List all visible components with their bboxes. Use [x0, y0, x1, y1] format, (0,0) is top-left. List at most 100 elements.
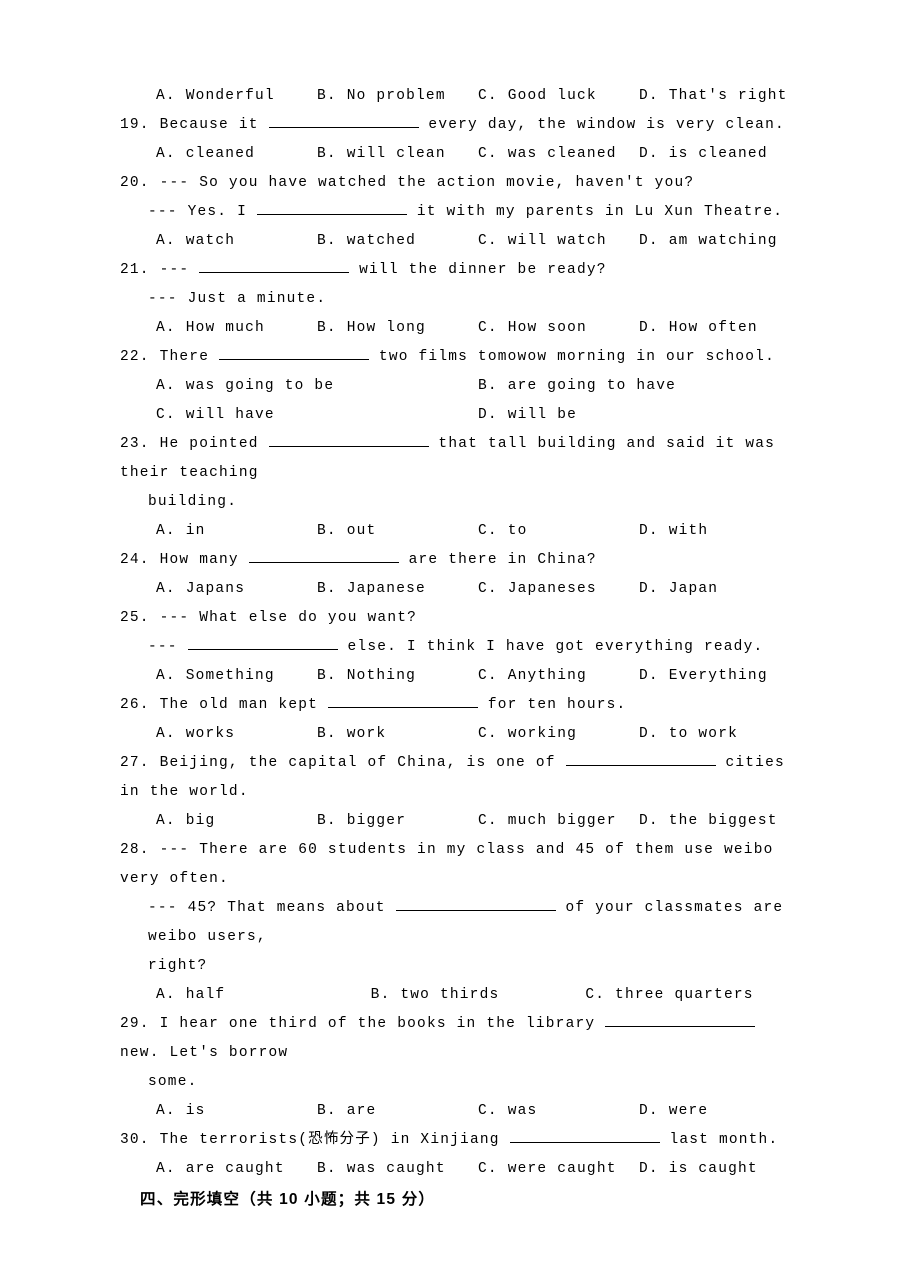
q27-stem-pre: 27. Beijing, the capital of China, is on… [120, 755, 566, 771]
option-a: A. Something [156, 662, 317, 691]
option-c: C. will watch [478, 227, 639, 256]
q28-options: A. half B. two thirds C. three quarters [120, 981, 800, 1010]
q28-cont-pre: --- 45? That means about [148, 900, 396, 916]
option-b: B. are going to have [478, 372, 800, 401]
option-d: D. is caught [639, 1155, 800, 1184]
q28-stem: 28. --- There are 60 students in my clas… [120, 836, 800, 894]
option-d: D. were [639, 1097, 800, 1126]
option-c: C. How soon [478, 314, 639, 343]
option-b: B. was caught [317, 1155, 478, 1184]
option-d: D. Japan [639, 575, 800, 604]
option-b: B. two thirds [371, 981, 586, 1010]
q24-stem-pre: 24. How many [120, 552, 249, 568]
q19-stem-post: every day, the window is very clean. [419, 117, 785, 133]
option-d: D. will be [478, 401, 800, 430]
option-b: B. work [317, 720, 478, 749]
q20-cont-post: it with my parents in Lu Xun Theatre. [407, 204, 783, 220]
blank [510, 1128, 660, 1144]
option-a: A. watch [156, 227, 317, 256]
option-b: B. Japanese [317, 575, 478, 604]
option-c: C. was [478, 1097, 639, 1126]
q26-options: A. works B. work C. working D. to work [120, 720, 800, 749]
blank [605, 1012, 755, 1028]
option-a: A. works [156, 720, 317, 749]
q30-stem: 30. The terrorists(恐怖分子) in Xinjiang las… [120, 1126, 800, 1155]
option-a: A. cleaned [156, 140, 317, 169]
blank [396, 896, 556, 912]
option-c: C. Good luck [478, 82, 639, 111]
option-a: A. big [156, 807, 317, 836]
option-a: A. is [156, 1097, 317, 1126]
option-c: C. working [478, 720, 639, 749]
q24-options: A. Japans B. Japanese C. Japaneses D. Ja… [120, 575, 800, 604]
option-d: D. the biggest [639, 807, 800, 836]
q20-cont-pre: --- Yes. I [148, 204, 257, 220]
blank [328, 693, 478, 709]
q21-stem: 21. --- will the dinner be ready? [120, 256, 800, 285]
q22-options-row1: A. was going to be B. are going to have [120, 372, 800, 401]
q19-options: A. cleaned B. will clean C. was cleaned … [120, 140, 800, 169]
q29-stem-pre: 29. I hear one third of the books in the… [120, 1016, 605, 1032]
option-d: D. Everything [639, 662, 800, 691]
q26-stem: 26. The old man kept for ten hours. [120, 691, 800, 720]
option-a: A. Wonderful [156, 82, 317, 111]
q22-stem: 22. There two films tomowow morning in o… [120, 343, 800, 372]
option-a: A. was going to be [156, 372, 478, 401]
q25-cont-post: else. I think I have got everything read… [338, 639, 764, 655]
q25-cont-pre: --- [148, 639, 188, 655]
q19-stem: 19. Because it every day, the window is … [120, 111, 800, 140]
option-a: A. are caught [156, 1155, 317, 1184]
blank [269, 432, 429, 448]
q25-cont: --- else. I think I have got everything … [120, 633, 800, 662]
blank [566, 751, 716, 767]
blank [269, 113, 419, 129]
option-c: C. much bigger [478, 807, 639, 836]
option-d: D. How often [639, 314, 800, 343]
q30-options: A. are caught B. was caught C. were caug… [120, 1155, 800, 1184]
q26-stem-post: for ten hours. [478, 697, 627, 713]
option-b: B. are [317, 1097, 478, 1126]
option-c: C. Anything [478, 662, 639, 691]
blank [188, 635, 338, 651]
option-d: D. to work [639, 720, 800, 749]
option-b: B. No problem [317, 82, 478, 111]
blank [257, 200, 407, 216]
q29-cont: some. [120, 1068, 800, 1097]
option-c: C. to [478, 517, 639, 546]
option-c: C. Japaneses [478, 575, 639, 604]
q29-options: A. is B. are C. was D. were [120, 1097, 800, 1126]
q19-stem-pre: 19. Because it [120, 117, 269, 133]
q22-options-row2: C. will have D. will be [120, 401, 800, 430]
option-b: B. out [317, 517, 478, 546]
blank [199, 258, 349, 274]
q23-cont: building. [120, 488, 800, 517]
q30-stem-pre: 30. The terrorists(恐怖分子) in Xinjiang [120, 1132, 510, 1148]
q23-stem-pre: 23. He pointed [120, 436, 269, 452]
option-c: C. was cleaned [478, 140, 639, 169]
option-b: B. bigger [317, 807, 478, 836]
option-d: D. is cleaned [639, 140, 800, 169]
q21-stem-pre: 21. --- [120, 262, 199, 278]
option-a: A. in [156, 517, 317, 546]
blank [249, 548, 399, 564]
q24-stem: 24. How many are there in China? [120, 546, 800, 575]
q24-stem-post: are there in China? [399, 552, 597, 568]
q25-stem: 25. --- What else do you want? [120, 604, 800, 633]
q21-stem-post: will the dinner be ready? [349, 262, 606, 278]
q28-cont2: right? [120, 952, 800, 981]
q28-cont: --- 45? That means about of your classma… [120, 894, 800, 952]
q29-stem-post: new. Let's borrow [120, 1045, 288, 1061]
option-b: B. How long [317, 314, 478, 343]
q29-stem: 29. I hear one third of the books in the… [120, 1010, 800, 1068]
section4-title: 四、完形填空（共 10 小题；共 15 分） [120, 1184, 800, 1215]
option-a: A. How much [156, 314, 317, 343]
q23-options: A. in B. out C. to D. with [120, 517, 800, 546]
q21-cont: --- Just a minute. [120, 285, 800, 314]
option-d: D. with [639, 517, 800, 546]
q20-cont: --- Yes. I it with my parents in Lu Xun … [120, 198, 800, 227]
option-a: A. half [156, 981, 371, 1010]
option-b: B. watched [317, 227, 478, 256]
option-b: B. will clean [317, 140, 478, 169]
qprev-options: A. Wonderful B. No problem C. Good luck … [120, 82, 800, 111]
q22-stem-post: two films tomowow morning in our school. [369, 349, 775, 365]
